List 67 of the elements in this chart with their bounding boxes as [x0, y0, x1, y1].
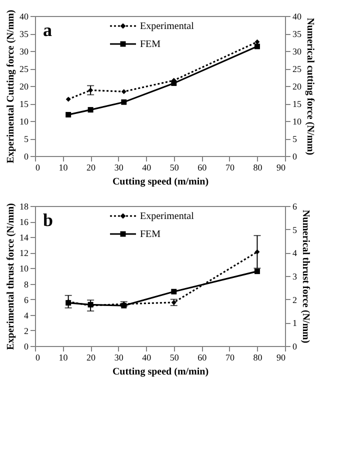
annotation: a: [43, 20, 52, 40]
y-tick-label: 8: [24, 279, 29, 290]
y-tick-label: 2: [24, 326, 28, 336]
y2-axis-title: Numerical thrust force (N/mm): [300, 210, 311, 344]
y2-tick-label: 35: [292, 29, 302, 39]
y-tick-label: 30: [20, 46, 29, 56]
x-tick-label: 50: [170, 162, 180, 172]
y-tick-label: 0: [24, 152, 29, 162]
y2-tick-label: 25: [292, 64, 302, 74]
x-tick-label: 50: [170, 352, 180, 362]
y2-tick-label: 10: [292, 116, 302, 126]
y-tick-label: 15: [20, 99, 29, 109]
y-tick-label: 10: [20, 264, 29, 274]
y-tick-label: 40: [20, 12, 29, 22]
legend-label: Experimental: [140, 211, 194, 222]
y2-tick-label: 0: [292, 152, 298, 162]
y-tick-label: 12: [20, 248, 28, 258]
y-tick-label: 14: [20, 232, 29, 243]
y2-tick-label: 30: [292, 46, 302, 56]
x-tick-label: 20: [86, 162, 96, 172]
y-tick-label: 4: [24, 310, 29, 320]
y-tick-label: 25: [20, 64, 29, 74]
legend-label: Experimental: [140, 21, 194, 32]
x-tick-label: 10: [58, 162, 68, 172]
y2-axis-title: Numerical cutting force (N/mm): [304, 18, 316, 156]
x-tick-label: 40: [142, 352, 152, 362]
x-tick-label: 30: [114, 352, 124, 362]
y2-tick-label: 20: [292, 82, 302, 92]
x-tick-label: 20: [86, 352, 96, 362]
y2-tick-label: 0: [292, 342, 298, 352]
y-tick-label: 0: [24, 342, 29, 352]
y2-tick-label: 5: [292, 224, 298, 235]
y-tick-label: 20: [20, 82, 29, 92]
x-tick-label: 70: [225, 162, 235, 172]
y2-tick-label: 15: [292, 99, 302, 109]
x-tick-label: 10: [58, 352, 68, 362]
x-tick-label: 90: [276, 162, 286, 172]
y-tick-label: 5: [24, 134, 29, 144]
y-tick-label: 10: [20, 116, 29, 126]
x-tick-label: 30: [114, 162, 124, 172]
y2-tick-label: 2: [292, 294, 297, 305]
y2-tick-label: 40: [292, 12, 302, 22]
legend-label: FEM: [140, 229, 161, 240]
x-tick-label: 60: [198, 162, 208, 172]
y-tick-label: 35: [20, 29, 29, 39]
y2-tick-label: 4: [292, 248, 298, 258]
y2-tick-label: 6: [292, 202, 298, 212]
y-axis-title: Experimental thrust force (N/mm): [6, 203, 16, 350]
y-axis-title: Experimental Cutting force (N/mm): [6, 10, 16, 164]
x-tick-label: 0: [36, 352, 40, 362]
y2-tick-label: 3: [292, 272, 298, 282]
annotation: b: [43, 210, 54, 230]
x-tick-label: 0: [36, 162, 40, 172]
x-tick-label: 40: [142, 162, 152, 172]
y-tick-label: 6: [24, 294, 29, 305]
y-tick-label: 16: [20, 217, 29, 228]
y2-tick-label: 1: [292, 318, 297, 328]
x-tick-label: 80: [253, 352, 263, 362]
x-tick-label: 80: [253, 162, 263, 172]
legend-label: FEM: [140, 39, 161, 50]
x-tick-label: 70: [225, 352, 235, 362]
x-axis-title: Cutting speed (m/min): [112, 176, 209, 188]
x-tick-label: 60: [198, 352, 208, 362]
y2-tick-label: 5: [292, 134, 298, 144]
x-axis-title: Cutting speed (m/min): [112, 366, 209, 378]
x-tick-label: 90: [276, 352, 286, 362]
y-tick-label: 18: [20, 202, 29, 212]
